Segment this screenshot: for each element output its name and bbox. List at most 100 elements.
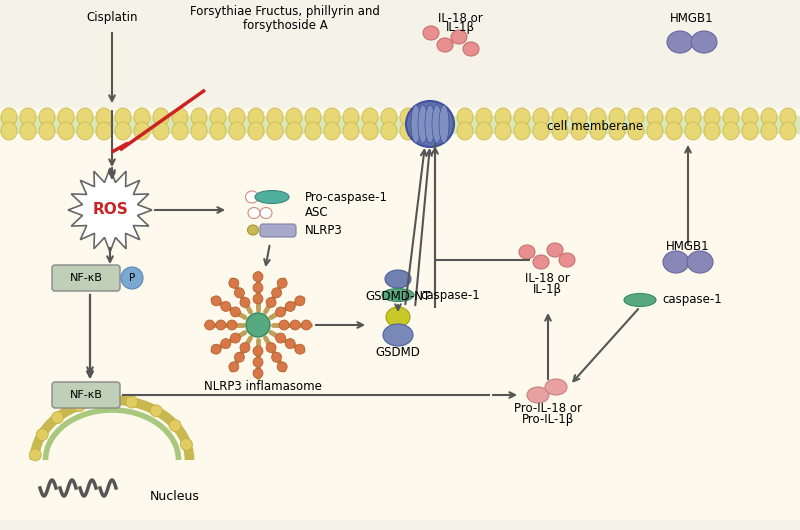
Ellipse shape: [96, 108, 112, 126]
Ellipse shape: [362, 122, 378, 140]
Ellipse shape: [385, 270, 411, 288]
Ellipse shape: [463, 42, 479, 56]
Ellipse shape: [559, 253, 575, 267]
Text: cell memberane: cell memberane: [547, 119, 643, 132]
Ellipse shape: [571, 108, 587, 126]
Ellipse shape: [115, 108, 131, 126]
Text: ASC: ASC: [305, 207, 329, 219]
FancyBboxPatch shape: [52, 265, 120, 291]
Ellipse shape: [411, 105, 421, 143]
Ellipse shape: [134, 122, 150, 140]
Ellipse shape: [590, 108, 606, 126]
Circle shape: [229, 278, 239, 288]
Ellipse shape: [723, 108, 739, 126]
Text: Pro-IL-18 or: Pro-IL-18 or: [514, 402, 582, 414]
Ellipse shape: [383, 324, 413, 346]
FancyBboxPatch shape: [52, 382, 120, 408]
Ellipse shape: [624, 294, 656, 306]
Circle shape: [150, 405, 162, 417]
Ellipse shape: [400, 108, 416, 126]
Ellipse shape: [451, 30, 467, 44]
Ellipse shape: [96, 122, 112, 140]
Circle shape: [121, 267, 143, 289]
Circle shape: [302, 320, 311, 330]
Ellipse shape: [514, 108, 530, 126]
Ellipse shape: [545, 379, 567, 395]
Ellipse shape: [423, 26, 439, 40]
Text: NLRP3 inflamasome: NLRP3 inflamasome: [204, 381, 322, 393]
Circle shape: [234, 352, 245, 362]
Circle shape: [266, 297, 276, 307]
Circle shape: [277, 278, 287, 288]
Ellipse shape: [533, 122, 549, 140]
Ellipse shape: [495, 108, 511, 126]
Ellipse shape: [324, 122, 340, 140]
Circle shape: [211, 296, 221, 306]
Ellipse shape: [248, 108, 264, 126]
Circle shape: [286, 302, 295, 312]
Bar: [0, 0, 800, 108]
Ellipse shape: [20, 122, 36, 140]
Ellipse shape: [210, 108, 226, 126]
Bar: [0, 116, 800, 134]
Circle shape: [253, 357, 263, 367]
Ellipse shape: [519, 245, 535, 259]
FancyBboxPatch shape: [260, 224, 296, 237]
Text: NF-κB: NF-κB: [70, 273, 102, 283]
Ellipse shape: [191, 122, 207, 140]
Text: ROS: ROS: [92, 202, 128, 217]
Ellipse shape: [609, 108, 625, 126]
Ellipse shape: [685, 122, 701, 140]
Ellipse shape: [514, 122, 530, 140]
Circle shape: [180, 438, 192, 450]
Ellipse shape: [552, 122, 568, 140]
Ellipse shape: [229, 108, 245, 126]
Ellipse shape: [628, 108, 644, 126]
Ellipse shape: [704, 122, 720, 140]
Text: caspase-1: caspase-1: [662, 294, 722, 306]
Ellipse shape: [267, 122, 283, 140]
Ellipse shape: [229, 122, 245, 140]
Circle shape: [276, 333, 286, 343]
Ellipse shape: [210, 122, 226, 140]
Circle shape: [266, 342, 276, 352]
Ellipse shape: [382, 288, 414, 302]
Ellipse shape: [533, 255, 549, 269]
Ellipse shape: [58, 108, 74, 126]
Circle shape: [230, 333, 240, 343]
Ellipse shape: [687, 251, 713, 273]
Circle shape: [286, 339, 295, 349]
Circle shape: [272, 288, 282, 298]
Ellipse shape: [495, 122, 511, 140]
Ellipse shape: [723, 122, 739, 140]
Ellipse shape: [255, 190, 289, 204]
Circle shape: [277, 362, 287, 372]
Ellipse shape: [761, 122, 777, 140]
Ellipse shape: [286, 122, 302, 140]
Text: IL-18 or: IL-18 or: [438, 12, 482, 24]
Text: Pro-caspase-1: Pro-caspase-1: [305, 190, 388, 204]
Ellipse shape: [153, 122, 169, 140]
Text: GSDMD-NT: GSDMD-NT: [366, 290, 430, 304]
Ellipse shape: [685, 108, 701, 126]
Ellipse shape: [571, 122, 587, 140]
Text: IL-1β: IL-1β: [533, 282, 562, 296]
Circle shape: [36, 429, 48, 440]
Ellipse shape: [457, 122, 473, 140]
Ellipse shape: [305, 122, 321, 140]
Circle shape: [295, 344, 305, 354]
Text: P: P: [129, 273, 135, 283]
Ellipse shape: [533, 108, 549, 126]
Ellipse shape: [432, 105, 442, 143]
Text: caspase-1: caspase-1: [420, 288, 480, 302]
Circle shape: [253, 294, 263, 304]
Ellipse shape: [134, 108, 150, 126]
Circle shape: [279, 320, 289, 330]
Ellipse shape: [286, 108, 302, 126]
Circle shape: [272, 352, 282, 362]
Ellipse shape: [386, 307, 410, 327]
Ellipse shape: [476, 108, 492, 126]
Circle shape: [227, 320, 237, 330]
Circle shape: [234, 288, 245, 298]
Ellipse shape: [343, 108, 359, 126]
